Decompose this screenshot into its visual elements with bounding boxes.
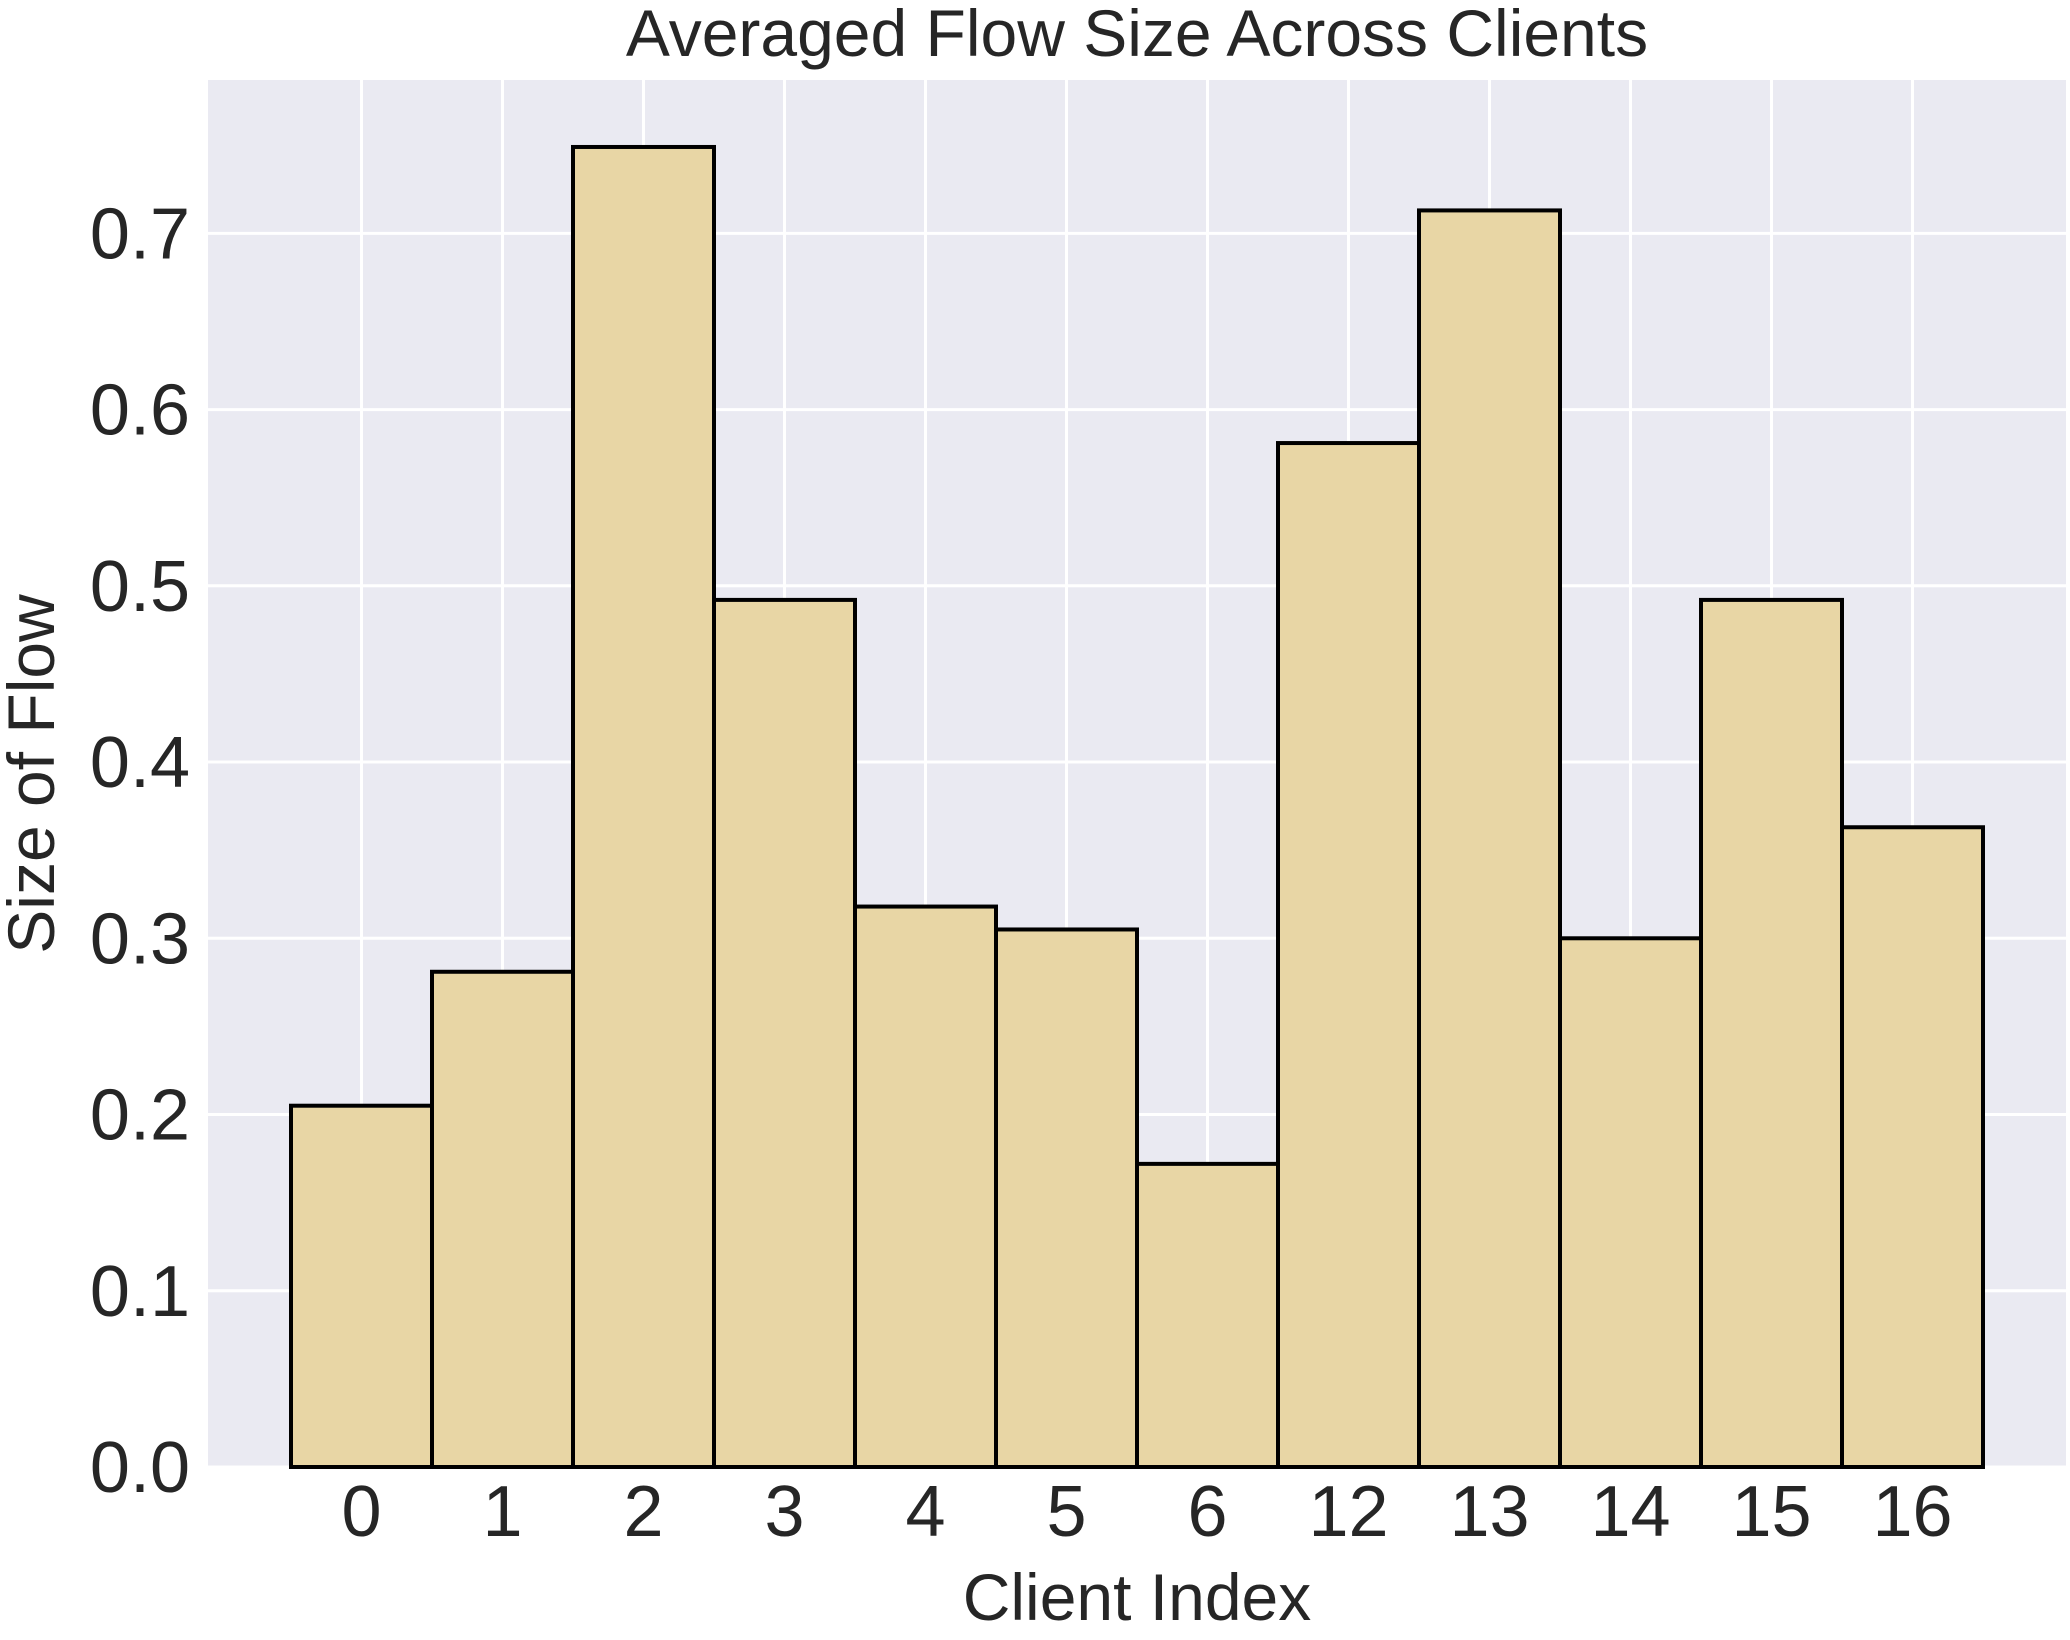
bar [712,597,857,1469]
y-tick-label: 0.3 [90,899,190,979]
chart-title: Averaged Flow Size Across Clients [626,0,1648,70]
bar [289,1103,434,1470]
x-tick-label: 3 [764,1472,804,1552]
bar [1276,441,1421,1469]
y-tick-label: 0.0 [90,1428,190,1508]
y-tick-label: 0.6 [90,371,190,451]
x-tick-label: 6 [1187,1472,1227,1552]
y-tick-label: 0.5 [90,547,190,627]
x-tick-label: 0 [341,1472,381,1552]
x-axis-ticks: 0 1 2 3 4 5 6 12 13 14 15 16 [341,1472,1952,1552]
bar [853,904,998,1469]
x-tick-label: 15 [1731,1472,1811,1552]
y-axis-label: Size of Flow [0,594,68,954]
x-tick-label: 1 [482,1472,522,1552]
bar [430,969,575,1469]
bar [1699,597,1844,1469]
y-tick-label: 0.7 [90,194,190,274]
x-tick-label: 14 [1590,1472,1670,1552]
y-tick-label: 0.4 [90,723,190,803]
x-tick-label: 2 [623,1472,663,1552]
bar [1135,1161,1280,1470]
bars [289,144,1985,1470]
bar [1840,825,1985,1469]
x-tick-label: 12 [1308,1472,1388,1552]
x-tick-label: 5 [1046,1472,1086,1552]
x-tick-label: 16 [1872,1472,1952,1552]
y-axis-ticks: 0.0 0.1 0.2 0.3 0.4 0.5 0.6 0.7 [90,194,190,1508]
y-tick-label: 0.1 [90,1252,190,1332]
x-tick-label: 13 [1449,1472,1529,1552]
x-axis-label: Client Index [963,1560,1312,1634]
y-tick-label: 0.2 [90,1076,190,1156]
bar [1417,208,1562,1470]
bar [994,927,1139,1469]
x-tick-label: 4 [905,1472,945,1552]
bar [1558,936,1703,1469]
bar [571,144,716,1469]
